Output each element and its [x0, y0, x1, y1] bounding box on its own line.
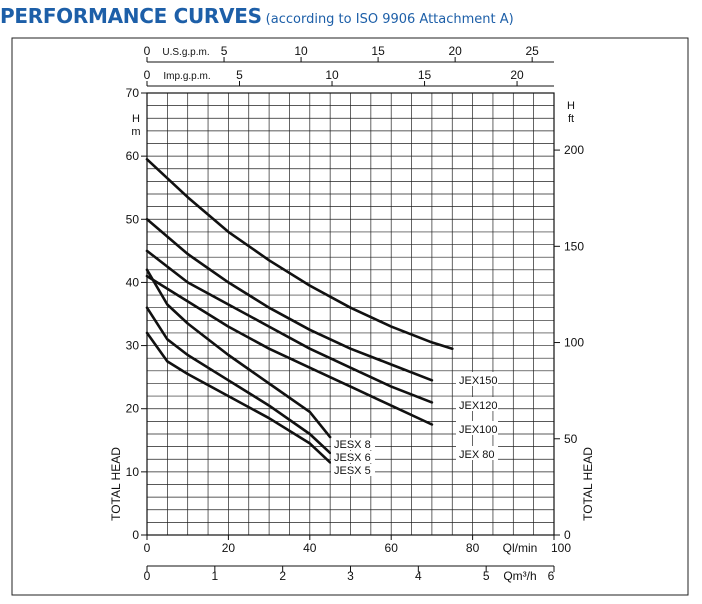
y-tick-label: 0 — [132, 528, 139, 542]
series-label-bg — [331, 464, 375, 476]
x-m3-tick-label: 3 — [347, 569, 354, 583]
x-m3-tick-label: 4 — [415, 569, 422, 583]
y-right-tick-label: 200 — [564, 143, 584, 157]
series-line-4 — [145, 268, 332, 439]
x-impgpm-tick-label: 10 — [325, 68, 339, 82]
y-tick-label: 60 — [126, 149, 140, 163]
y-axis-unit-h: H — [132, 113, 140, 125]
series-label: JEX 80 — [459, 449, 494, 461]
y-tick-label: 40 — [126, 275, 140, 289]
y-right-tick-label: 50 — [564, 432, 578, 446]
x-usgpm-tick-label: 10 — [294, 44, 308, 58]
x-impgpm-axis-label: Imp.g.p.m. — [163, 71, 210, 82]
page-subtitle: (according to ISO 9906 Attachment A) — [265, 12, 514, 27]
x-axis-label: Ql/min — [503, 541, 538, 555]
series-label: JESX 5 — [334, 465, 371, 477]
x-tick-label: 0 — [144, 541, 151, 555]
series-label: JESX 8 — [334, 439, 371, 451]
y-right-tick-label: 150 — [564, 239, 584, 253]
y-right-axis-unit-h: H — [567, 100, 575, 112]
series-label: JESX 6 — [334, 452, 371, 464]
x-tick-label: 20 — [222, 541, 236, 555]
series-label-bg — [456, 397, 498, 411]
x-m3-tick-label: 0 — [144, 569, 151, 583]
y-axis-unit: m — [131, 126, 140, 138]
series-line-0 — [145, 158, 454, 350]
x-usgpm-tick-label: 25 — [525, 44, 539, 58]
y-tick-label: 30 — [126, 339, 140, 353]
y-tick-label: 20 — [126, 402, 140, 416]
x-impgpm-tick-label: 0 — [144, 68, 151, 82]
x-usgpm-tick-label: 5 — [221, 44, 228, 58]
y-tick-label: 50 — [126, 212, 140, 226]
series-label-bg — [331, 438, 375, 450]
x-impgpm-tick-label: 5 — [236, 68, 243, 82]
y-axis-label: TOTAL HEAD — [109, 447, 123, 521]
title-row: PERFORMANCE CURVES (according to ISO 9906… — [0, 4, 514, 32]
plot-border — [146, 92, 555, 536]
page-title: PERFORMANCE CURVES — [0, 4, 262, 28]
x-m3-tick-label: 1 — [211, 569, 218, 583]
y-right-axis-label: TOTAL HEAD — [581, 447, 595, 521]
series-label: JEX150 — [459, 375, 498, 387]
chart-frame — [11, 37, 689, 596]
y-right-tick-label: 100 — [564, 336, 584, 350]
y-right-axis-unit: ft — [568, 113, 574, 125]
series-line-5 — [145, 306, 332, 455]
series-label-bg — [456, 446, 498, 460]
y-tick-label: 10 — [126, 465, 140, 479]
x-tick-label: 80 — [466, 541, 480, 555]
series-label-bg — [331, 451, 375, 463]
series-line-1 — [145, 218, 434, 382]
x-m3-axis-label: Qm³/h — [503, 569, 536, 583]
series-label: JEX120 — [459, 400, 498, 412]
x-tick-label: 60 — [385, 541, 399, 555]
series-label-bg — [456, 421, 498, 435]
x-usgpm-tick-label: 15 — [371, 44, 385, 58]
x-m3-tick-label: 2 — [279, 569, 286, 583]
x-usgpm-tick-label: 20 — [448, 44, 462, 58]
x-tick-label: 100 — [551, 541, 571, 555]
x-impgpm-tick-label: 20 — [510, 68, 524, 82]
series-line-2 — [145, 249, 434, 404]
series-label-bg — [456, 372, 498, 386]
x-m3-tick-label: 5 — [483, 569, 490, 583]
series-label: JEX100 — [459, 424, 498, 436]
y-right-tick-label: 0 — [564, 528, 571, 542]
x-usgpm-tick-label: 0 — [144, 44, 151, 58]
x-impgpm-tick-label: 15 — [418, 68, 432, 82]
x-m3-tick-label: 6 — [548, 569, 555, 583]
x-usgpm-axis-label: U.S.g.p.m. — [162, 47, 209, 58]
series-line-6 — [145, 331, 332, 464]
y-tick-label: 70 — [126, 86, 140, 100]
x-tick-label: 40 — [303, 541, 317, 555]
series-line-3 — [145, 274, 434, 426]
